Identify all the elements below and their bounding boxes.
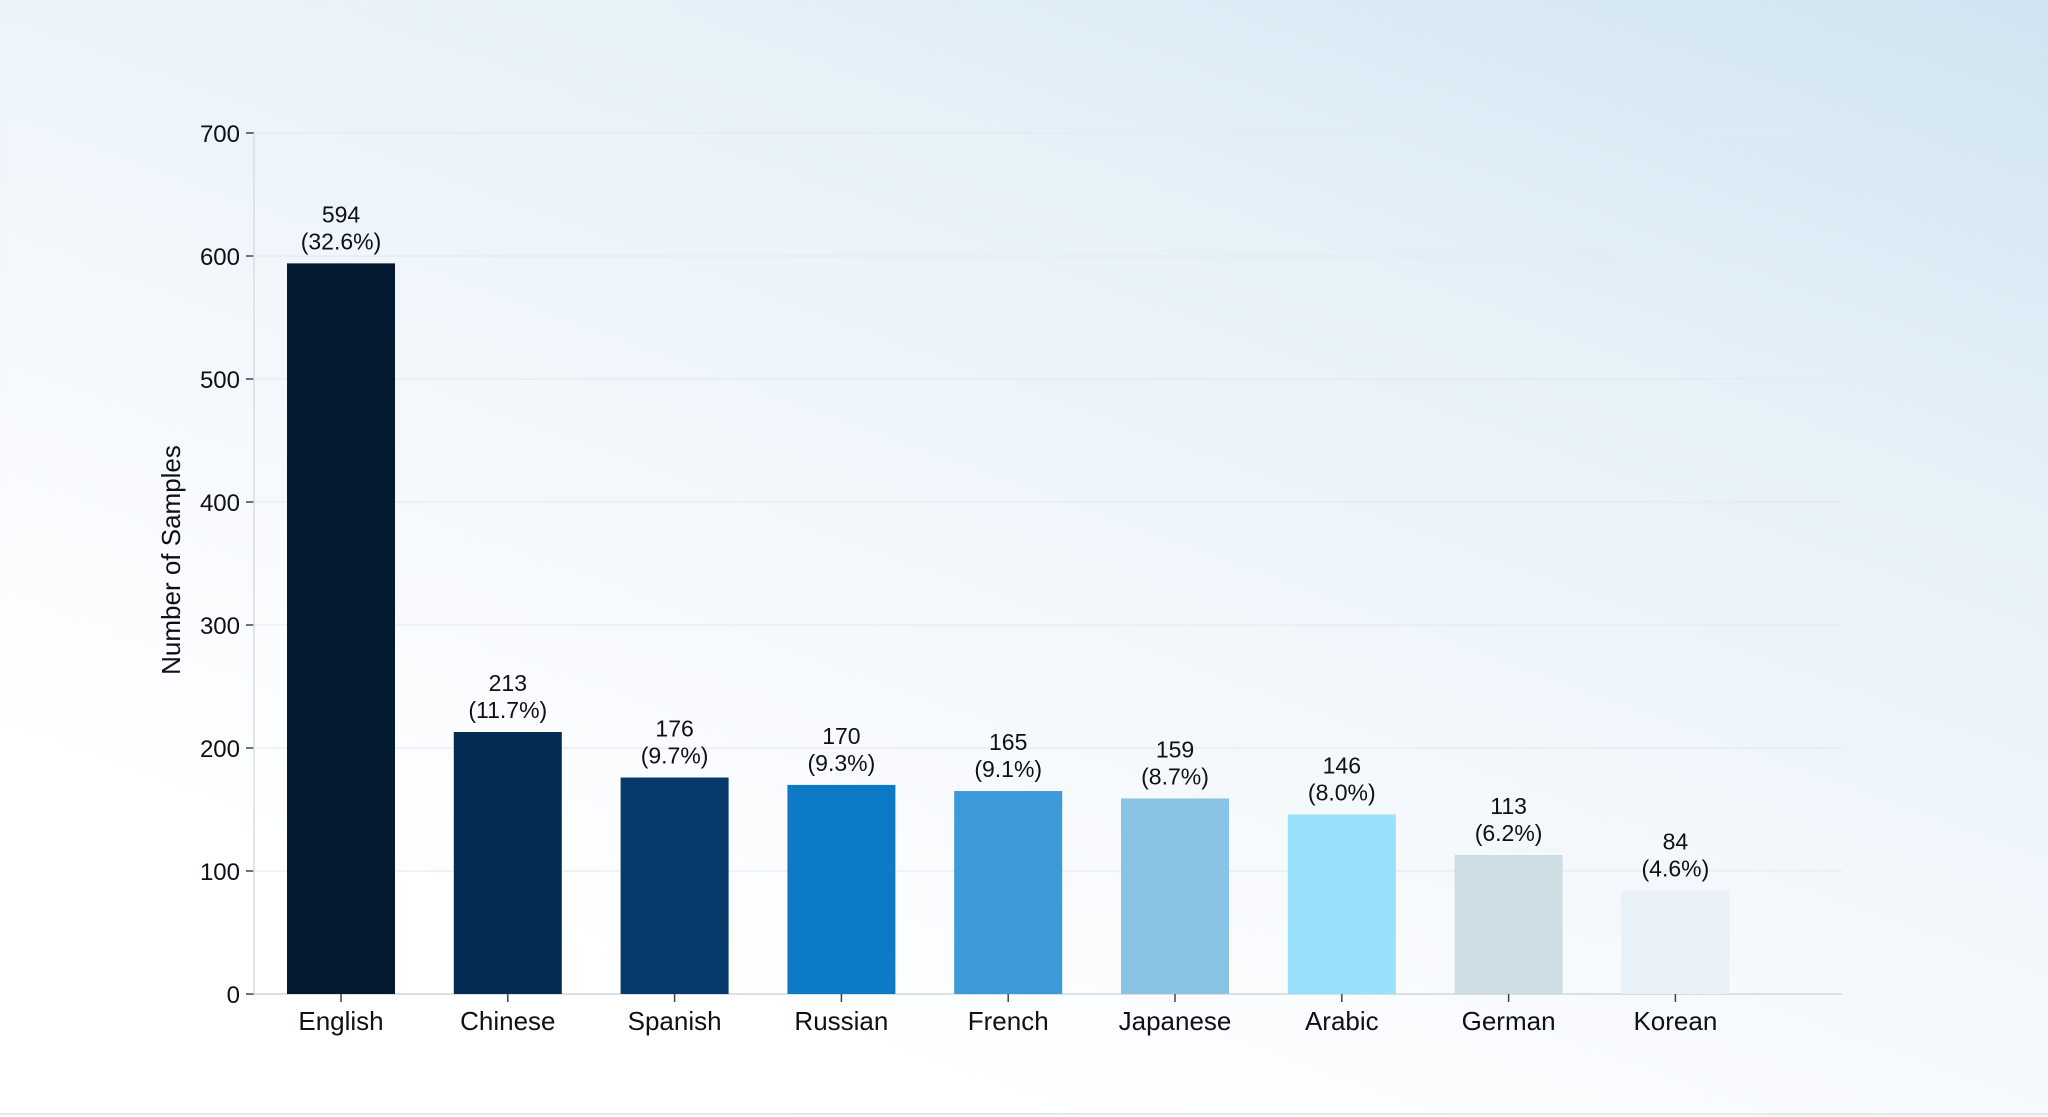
bar-percent-label: (4.6%) xyxy=(1642,856,1710,882)
bar-percent-label: (32.6%) xyxy=(301,228,382,254)
bar-value-label: 213 xyxy=(489,670,527,696)
x-tick-label: Japanese xyxy=(1119,1006,1232,1036)
x-tick-label: English xyxy=(298,1006,383,1036)
bar-english xyxy=(287,263,395,994)
bar-value-label: 176 xyxy=(655,716,693,742)
bar-value-label: 170 xyxy=(822,723,860,749)
bar-korean xyxy=(1621,890,1730,994)
x-tick-label: Spanish xyxy=(628,1006,722,1036)
x-tick-label: Korean xyxy=(1633,1006,1717,1036)
y-tick-label: 500 xyxy=(200,367,240,394)
y-tick-label: 700 xyxy=(200,121,240,148)
bars xyxy=(287,263,1730,994)
bar-percent-label: (6.2%) xyxy=(1475,820,1543,846)
x-tick-label: Arabic xyxy=(1305,1006,1379,1036)
bar-french xyxy=(954,791,1063,994)
bar-german xyxy=(1454,855,1563,994)
bar-chinese xyxy=(453,732,562,994)
bar-spanish xyxy=(620,777,729,994)
y-axis-title: Number of Samples xyxy=(156,445,186,675)
bar-percent-label: (11.7%) xyxy=(468,697,547,723)
bar-japanese xyxy=(1121,798,1229,994)
x-tick-label: German xyxy=(1462,1006,1556,1036)
bar-value-label: 146 xyxy=(1323,752,1361,778)
y-tick-label: 400 xyxy=(200,490,240,517)
bottom-divider xyxy=(0,1113,2048,1115)
y-tick-label: 100 xyxy=(200,859,240,886)
y-tick-label: 300 xyxy=(200,613,240,640)
y-tick-label: 200 xyxy=(200,736,240,763)
y-tick-label: 600 xyxy=(200,244,240,271)
bar-arabic xyxy=(1287,814,1396,994)
bar-percent-label: (9.1%) xyxy=(974,756,1042,782)
y-tick-label: 0 xyxy=(227,982,240,1009)
bar-value-label: 165 xyxy=(989,729,1027,755)
bar-value-label: 113 xyxy=(1490,793,1527,819)
bar-percent-label: (8.7%) xyxy=(1141,763,1209,789)
data-labels: 594(32.6%) 213(11.7%) 176(9.7%) 170(9.3%) 16… xyxy=(301,201,1710,881)
x-tick-label: Russian xyxy=(794,1006,888,1036)
bar-percent-label: (9.3%) xyxy=(808,750,876,776)
bar-russian xyxy=(787,784,896,994)
bar-value-label: 159 xyxy=(1156,736,1194,762)
x-tick-label: French xyxy=(968,1006,1049,1036)
bar-percent-label: (9.7%) xyxy=(641,743,709,769)
x-tick-label: Chinese xyxy=(460,1006,555,1036)
bar-value-label: 594 xyxy=(322,201,361,227)
bar-percent-label: (8.0%) xyxy=(1308,779,1376,805)
bar-value-label: 84 xyxy=(1663,829,1689,855)
